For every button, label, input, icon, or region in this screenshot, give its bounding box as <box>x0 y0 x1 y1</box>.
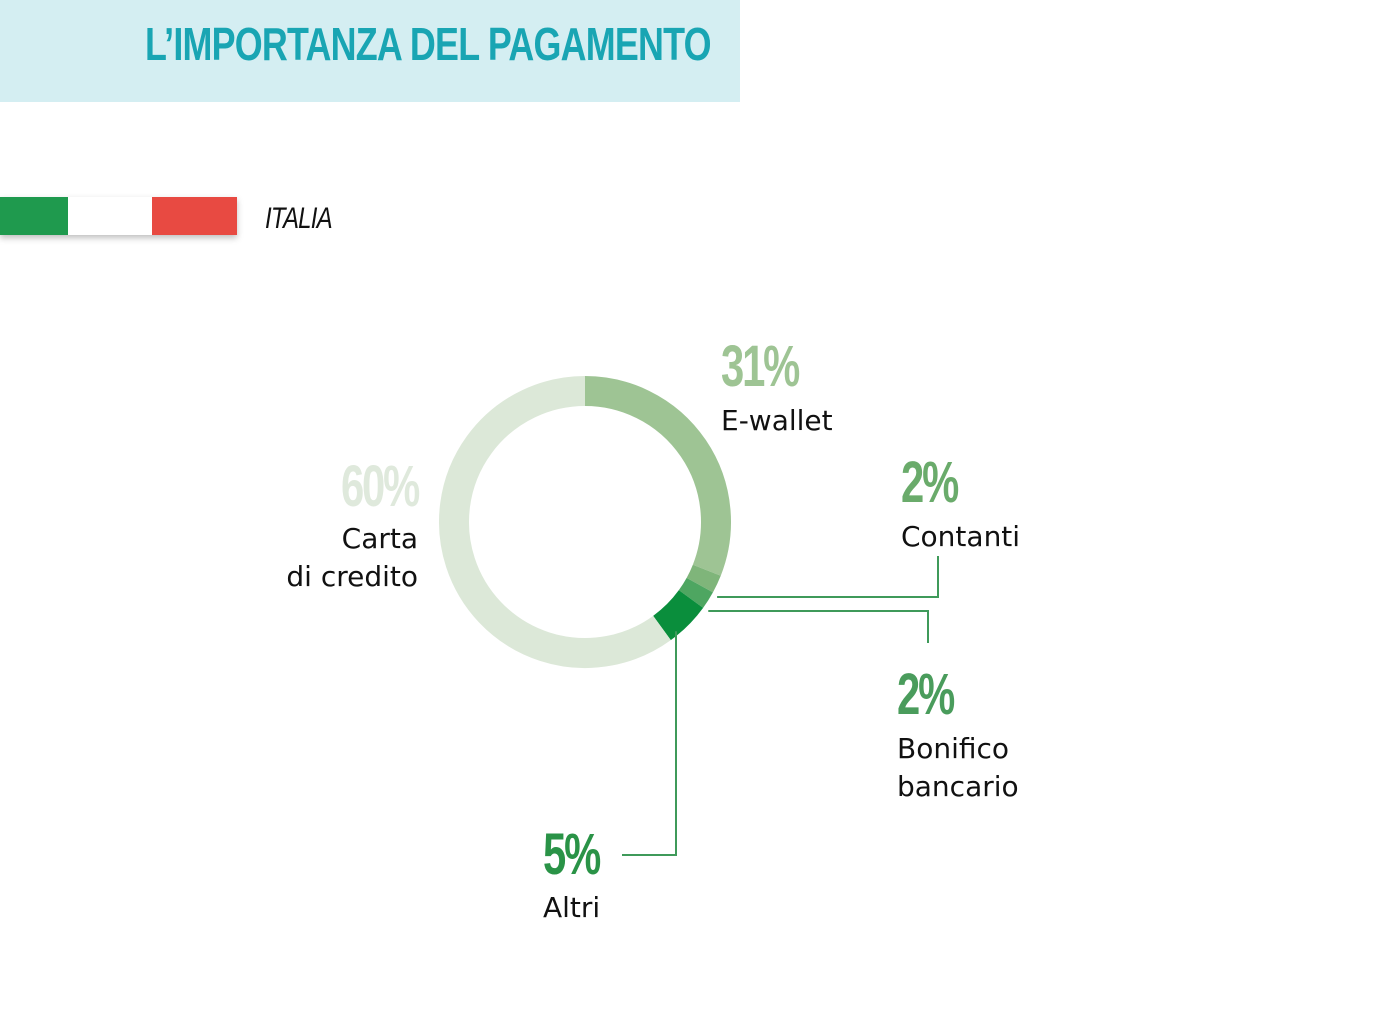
bonifico-label-line-2: bancario <box>897 770 1019 803</box>
contanti-label: Contanti <box>901 518 1020 556</box>
flag-white-band <box>68 197 152 235</box>
bonifico-percent: 2% <box>897 662 955 727</box>
altri-percent: 5% <box>543 822 601 887</box>
leader-line-altri <box>622 631 677 856</box>
donut-slice-ewallet <box>584 376 731 576</box>
donut-slice-carta <box>439 376 671 668</box>
altri-label: Altri <box>543 889 600 927</box>
ewallet-label: E-wallet <box>721 402 833 440</box>
leader-line-bonifico <box>708 610 929 643</box>
donut-slice-contanti <box>686 564 721 593</box>
italian-flag-icon <box>0 197 237 235</box>
contanti-label-line: Contanti <box>901 520 1021 553</box>
carta-percent: 60% <box>340 454 420 519</box>
altri-label-line: Altri <box>543 891 601 924</box>
country-label: ITALIA <box>265 202 333 235</box>
bonifico-label: Bonifico bancario <box>897 730 1019 806</box>
donut-slice-altri <box>652 589 704 641</box>
title-banner: L’IMPORTANZA DEL PAGAMENTO <box>0 0 740 102</box>
carta-label-line-2: di credito <box>286 560 418 593</box>
carta-label-line-1: Carta <box>341 522 418 555</box>
ewallet-percent: 31% <box>721 334 800 399</box>
ewallet-label-line: E-wallet <box>721 404 833 437</box>
donut-slice-bonifico <box>678 577 713 608</box>
contanti-percent: 2% <box>901 450 959 515</box>
page-title: L’IMPORTANZA DEL PAGAMENTO <box>145 18 712 70</box>
leader-line-contanti <box>717 556 939 598</box>
bonifico-label-line-1: Bonifico <box>897 732 1010 765</box>
flag-green-band <box>0 197 68 235</box>
carta-label: Carta di credito <box>286 520 418 596</box>
flag-red-band <box>152 197 237 235</box>
